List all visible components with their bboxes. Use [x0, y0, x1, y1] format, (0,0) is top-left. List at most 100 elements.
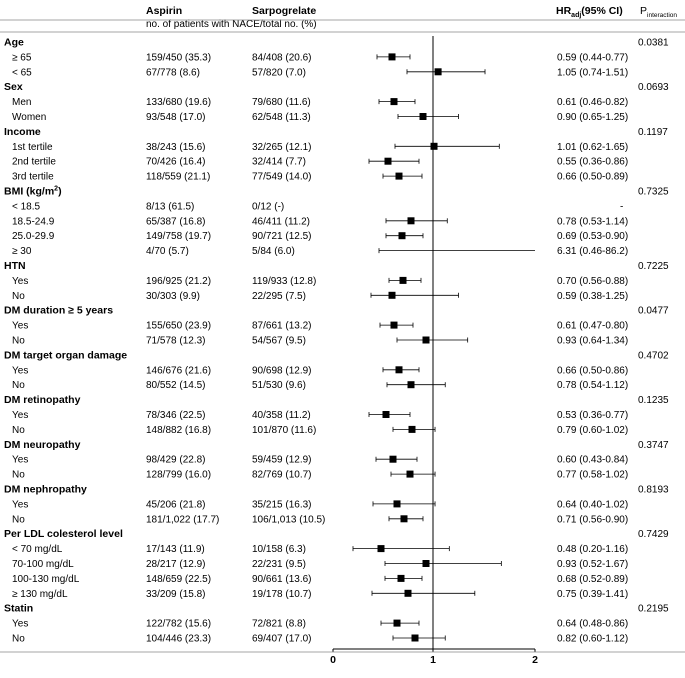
hr-point: [393, 500, 401, 508]
group-label: Sex: [4, 81, 23, 93]
subgroup-label: No: [12, 425, 25, 436]
subgroup-label: 1st tertile: [12, 142, 53, 153]
group-label: BMI (kg/m2): [4, 186, 62, 198]
aspirin-count: 148/882 (16.8): [146, 425, 211, 436]
hr-point: [434, 68, 442, 76]
hr-point: [388, 53, 396, 61]
aspirin-count: 8/13 (61.5): [146, 201, 194, 212]
subgroup-label: Yes: [12, 499, 28, 510]
group-label: DM neuropathy: [4, 439, 81, 451]
hr-column-header: HRadj(95% CI): [556, 5, 623, 19]
aspirin-count: 196/925 (21.2): [146, 276, 211, 287]
hr-ci-value: 0.53 (0.36-0.77): [557, 410, 628, 421]
hr-point: [382, 411, 390, 418]
group-label: Age: [4, 37, 24, 49]
hr-point: [390, 98, 398, 106]
hr-point: [422, 336, 430, 344]
sarpogrelate-count: 40/358 (11.2): [252, 410, 311, 421]
p-interaction-value: 0.7225: [638, 261, 669, 272]
hr-ci-value: 0.68 (0.52-0.89): [557, 574, 628, 585]
hr-ci-value: 6.31 (0.46-86.2): [557, 246, 628, 257]
group-label-superscript: 2: [54, 186, 58, 193]
hr-ci-value: 0.59 (0.38-1.25): [557, 291, 628, 302]
aspirin-count: 155/650 (23.9): [146, 321, 211, 332]
group-label-text: Per LDL colesterol level: [4, 528, 123, 540]
hr-point: [389, 455, 397, 463]
table-rows: Age 0.0381 ≥ 65 159/450 (35.3) 84/408 (20.6)…: [4, 37, 669, 645]
p-interaction-value: 0.7325: [638, 187, 669, 198]
group-label: Per LDL colesterol level: [4, 528, 123, 540]
group-label-text: HTN: [4, 260, 26, 272]
sarpogrelate-count: 101/870 (11.6): [252, 425, 316, 436]
aspirin-count: 70/426 (16.4): [146, 157, 206, 168]
aspirin-count: 122/782 (15.6): [146, 619, 211, 630]
sarpogrelate-count: 90/661 (13.6): [252, 574, 312, 585]
sarpogrelate-count: 69/407 (17.0): [252, 634, 312, 645]
sarpogrelate-count: 87/661 (13.2): [252, 321, 312, 332]
hr-point: [398, 232, 406, 240]
p-interaction-value: 0.8193: [638, 485, 669, 496]
sarpogrelate-count: 119/933 (12.8): [252, 276, 316, 287]
hr-ci-value: 0.60 (0.43-0.84): [557, 455, 628, 466]
group-label-text: Income: [4, 126, 41, 138]
aspirin-count: 65/387 (16.8): [146, 216, 206, 227]
aspirin-count: 148/659 (22.5): [146, 574, 211, 585]
table-header: Aspirin Sarpogrelate HRadj(95% CI) Pinte…: [0, 5, 685, 33]
sarpogrelate-count: 57/820 (7.0): [252, 67, 306, 78]
subgroup-label: 2nd tertile: [12, 157, 56, 168]
group-label: Income: [4, 126, 41, 138]
aspirin-count: 104/446 (23.3): [146, 634, 211, 645]
hr-point: [393, 619, 401, 627]
p-interaction-value: 0.4702: [638, 350, 669, 361]
sarpogrelate-count: 5/84 (6.0): [252, 246, 295, 257]
aspirin-count: 38/243 (15.6): [146, 142, 206, 153]
aspirin-count: 45/206 (21.8): [146, 499, 206, 510]
aspirin-count: 181/1,022 (17.7): [146, 514, 219, 525]
sarpogrelate-count: 19/178 (10.7): [252, 589, 312, 600]
group-label-tail: ): [58, 186, 62, 198]
hr-ci-value: 0.48 (0.20-1.16): [557, 544, 628, 555]
aspirin-count: 159/450 (35.3): [146, 52, 211, 63]
subgroup-label: < 18.5: [12, 201, 41, 212]
aspirin-count: 149/758 (19.7): [146, 231, 211, 242]
group-label-text: BMI (kg/m: [4, 186, 54, 198]
group-label-text: Sex: [4, 81, 23, 93]
aspirin-count: 93/548 (17.0): [146, 112, 206, 123]
subgroup-label: No: [12, 514, 25, 525]
subgroup-label: < 65: [12, 67, 32, 78]
hr-ci-value: -: [620, 201, 623, 212]
subgroup-label: 70-100 mg/dL: [12, 559, 74, 570]
group-label-text: DM duration ≥ 5 years: [4, 305, 113, 317]
sarpogrelate-count: 0/12 (-): [252, 201, 284, 212]
hr-ci-value: 0.64 (0.48-0.86): [557, 619, 628, 630]
hr-ci-value: 0.93 (0.52-1.67): [557, 559, 628, 570]
hr-point: [407, 217, 415, 225]
subgroup-label: 25.0-29.9: [12, 231, 55, 242]
sarpogrelate-count: 22/295 (7.5): [252, 291, 306, 302]
group-label-text: Statin: [4, 603, 33, 615]
hr-ci-value: 0.79 (0.60-1.02): [557, 425, 628, 436]
hr-ci-value: 1.01 (0.62-1.65): [557, 142, 628, 153]
subgroup-label: 18.5-24.9: [12, 216, 55, 227]
hr-ci-value: 0.71 (0.56-0.90): [557, 514, 628, 525]
p-header-subscript: interaction: [647, 12, 677, 19]
p-interaction-value: 0.1197: [638, 127, 668, 138]
aspirin-count: 118/559 (21.1): [146, 172, 210, 183]
subgroup-label: ≥ 130 mg/dL: [12, 589, 68, 600]
group-label: DM duration ≥ 5 years: [4, 305, 113, 317]
p-interaction-value: 0.3747: [638, 440, 669, 451]
hr-point: [388, 291, 396, 299]
sarpogrelate-count: 10/158 (6.3): [252, 544, 306, 555]
sarpogrelate-count: 35/215 (16.3): [252, 499, 312, 510]
hr-ci-value: 0.55 (0.36-0.86): [557, 157, 628, 168]
hr-ci-value: 0.70 (0.56-0.88): [557, 276, 628, 287]
subgroup-label: No: [12, 380, 25, 391]
hr-ci-value: 0.75 (0.39-1.41): [557, 589, 628, 600]
hr-ci-value: 0.66 (0.50-0.86): [557, 365, 628, 376]
p-interaction-value: 0.0381: [638, 38, 669, 49]
hr-header-subscript: adj: [571, 12, 581, 19]
column-subheader: no. of patients with NACE/total no. (%): [146, 19, 317, 30]
hr-header-ci: (95% CI): [581, 5, 622, 17]
hr-ci-value: 1.05 (0.74-1.51): [557, 67, 628, 78]
subgroup-label: ≥ 30: [12, 246, 32, 257]
